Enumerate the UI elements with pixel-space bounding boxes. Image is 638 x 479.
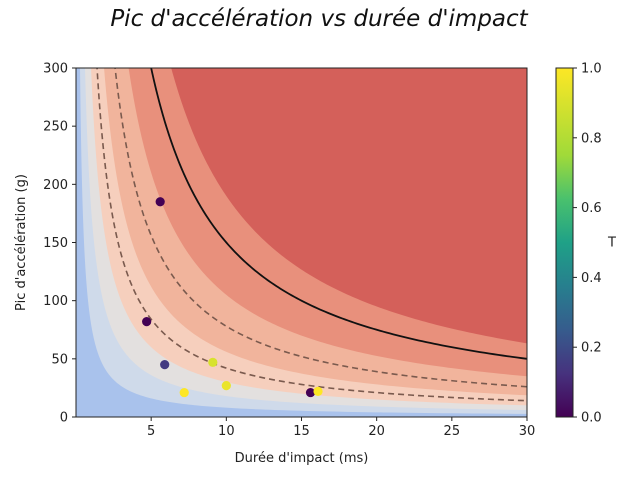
- y-tick-label: 300: [43, 62, 68, 77]
- data-point: [142, 317, 152, 327]
- data-point: [208, 357, 218, 367]
- colorbar-label: T: [607, 236, 616, 251]
- y-axis-label: Pic d'accélération (g): [14, 174, 29, 311]
- y-tick-label: 200: [43, 178, 68, 193]
- x-axis-label: Durée d'impact (ms): [235, 451, 369, 466]
- plot-clip-group: [76, 68, 527, 417]
- colorbar-tick-label: 0.8: [581, 131, 602, 146]
- y-tick-label: 50: [51, 352, 68, 367]
- data-point: [179, 387, 189, 398]
- y-tick-label: 250: [43, 120, 68, 135]
- colorbar-bar: [555, 67, 574, 418]
- data-point: [305, 387, 316, 398]
- dashed-curve: [114, 68, 527, 388]
- data-point: [221, 380, 231, 391]
- colorbar-tick-label: 0.2: [581, 341, 602, 356]
- chart-title: Pic d'accélération vs durée d'impact: [110, 6, 528, 32]
- x-tick-label: 20: [368, 424, 385, 439]
- x-tick-label: 15: [293, 424, 310, 439]
- colorbar-tick-label: 0.0: [581, 411, 602, 426]
- dashed-curve: [96, 68, 527, 402]
- plot-area: [76, 68, 527, 417]
- data-point: [313, 386, 323, 397]
- x-tick-label: 30: [519, 424, 536, 439]
- colorbar-tick-label: 0.6: [581, 201, 602, 216]
- x-tick-label: 25: [444, 424, 461, 439]
- data-point: [155, 197, 165, 207]
- x-tick-label: 5: [147, 424, 155, 439]
- data-point: [160, 360, 170, 370]
- colorbar-tick-label: 0.4: [581, 271, 602, 286]
- y-tick-label: 0: [60, 411, 68, 426]
- threshold-curve: [150, 68, 527, 360]
- y-tick-label: 150: [43, 236, 68, 251]
- x-tick-label: 10: [218, 424, 235, 439]
- colorbar-tick-label: 1.0: [581, 62, 602, 77]
- region-band: [76, 68, 527, 417]
- region-band: [76, 68, 527, 417]
- y-tick-label: 100: [43, 294, 68, 309]
- colorbar: 0.0 0.2 0.4 0.6 0.8 1.0 T: [555, 62, 616, 426]
